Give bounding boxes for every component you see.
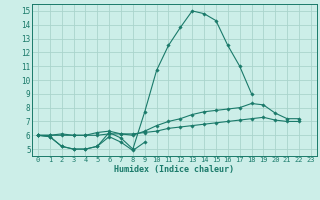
X-axis label: Humidex (Indice chaleur): Humidex (Indice chaleur): [115, 165, 234, 174]
